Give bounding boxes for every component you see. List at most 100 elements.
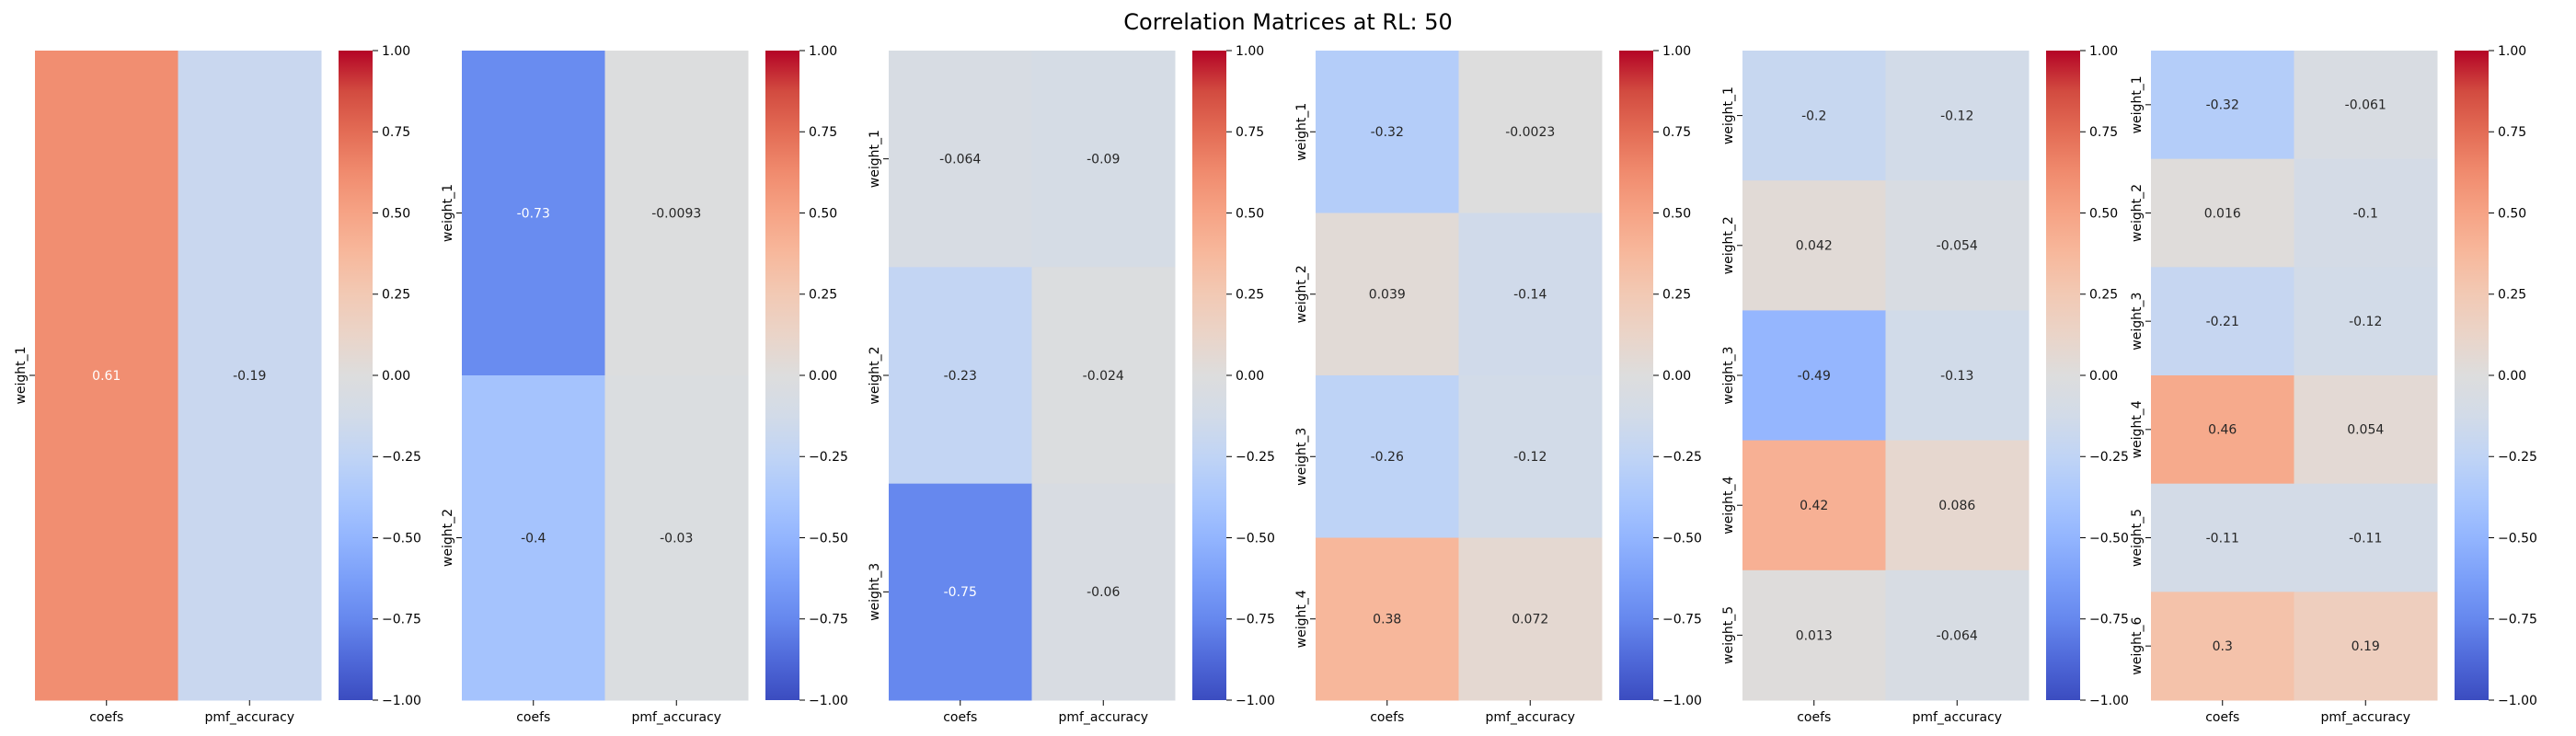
cell-value-label: -0.06 [1087,585,1120,600]
cell-value-label: -0.23 [944,369,977,384]
heatmap-cell [889,51,1032,268]
y-tick-label: weight_4 [1721,477,1736,535]
cell-value-label: -0.0023 [1505,125,1555,140]
cell-value-label: -0.73 [517,206,550,221]
x-tick-label: pmf_accuracy [1485,710,1575,725]
heatmap-cell [2294,158,2438,268]
colorbar-tick-label: 0.75 [1236,125,1264,140]
heatmap-panel-2: -0.73 -0.0093 -0.4 -0.03 coefs pmf_accuracy we… [441,44,848,725]
y-tick-label: weight_5 [1721,606,1736,664]
cell-value-label: 0.38 [1373,613,1401,627]
colorbar-tick-label: −0.50 [2089,531,2129,546]
colorbar-tick-label: 0.50 [1662,206,1691,221]
colorbar-tick-label: 0.00 [2498,369,2526,384]
colorbar-tick-label: 0.50 [1236,206,1264,221]
heatmap-cell [2151,158,2294,268]
colorbar [339,51,373,700]
heatmap-cell [1742,51,1886,181]
colorbar-tick-label: −1.00 [809,694,848,708]
heatmap-cell [1316,537,1459,701]
colorbar [2455,51,2489,700]
colorbar-tick-label: −1.00 [1236,694,1275,708]
heatmap-cell [1458,537,1603,701]
y-tick-label: weight_1 [14,346,29,404]
cell-value-label: -0.75 [944,585,977,600]
heatmap-cell [604,375,749,701]
colorbar-tick-label: −0.25 [2089,450,2129,465]
x-tick-label: coefs [943,710,977,725]
cell-value-label: -0.21 [2206,315,2239,329]
y-tick-label: weight_2 [1294,265,1309,323]
colorbar-tick-label: 0.25 [2498,288,2526,303]
y-tick-label: weight_1 [441,184,455,242]
cell-value-label: -0.12 [1513,450,1547,465]
colorbar [1619,51,1653,700]
colorbar-tick-label: 0.75 [2089,125,2118,140]
heatmap-cell [1885,440,2030,571]
x-tick-label: coefs [1797,710,1831,725]
colorbar-tick-label: 1.00 [2089,44,2118,59]
colorbar-tick-label: 1.00 [809,44,837,59]
cell-value-label: -0.32 [2206,98,2239,113]
heatmap-cell [604,51,749,376]
cell-value-label: -0.054 [1937,239,1978,254]
colorbar-tick-label: 0.25 [2089,288,2118,303]
cell-value-label: -0.26 [1371,450,1404,465]
heatmap-cell [1458,51,1603,213]
colorbar-tick-label: −1.00 [1662,694,1702,708]
colorbar-tick-label: −0.25 [1236,450,1275,465]
heatmap-cell [1316,375,1459,538]
heatmap-cell [2151,267,2294,376]
y-tick-label: weight_2 [1721,216,1736,274]
y-tick-label: weight_1 [868,130,882,188]
colorbar-tick-label: 1.00 [1662,44,1691,59]
colorbar-tick-label: 0.00 [1236,369,1264,384]
x-tick-label: pmf_accuracy [1912,710,2002,725]
colorbar-tick-label: 0.50 [2498,206,2526,221]
colorbar-tick-label: 0.50 [382,206,410,221]
heatmap-cell [2151,51,2294,160]
heatmap-cell [889,483,1032,701]
heatmap-cell [1885,51,2030,181]
colorbar-tick-label: −1.00 [2498,694,2537,708]
cell-value-label: 0.054 [2347,423,2384,438]
y-tick-label: weight_3 [1721,346,1736,404]
heatmap-cell [178,51,322,701]
colorbar-tick-label: −0.50 [382,531,421,546]
colorbar-tick-label: −0.25 [809,450,848,465]
cell-value-label: -0.13 [1940,369,1973,384]
cell-value-label: -0.024 [1083,369,1124,384]
cell-value-label: -0.064 [939,153,981,167]
figure-title: Correlation Matrices at RL: 50 [1123,9,1452,35]
colorbar-tick-label: 0.50 [809,206,837,221]
colorbar-tick-label: 0.25 [1662,288,1691,303]
colorbar-tick-label: −0.25 [382,450,421,465]
heatmap-cell [1031,483,1176,701]
heatmap-cell [1316,213,1459,376]
y-tick-label: weight_2 [868,346,882,404]
heatmap-cell [2294,483,2438,592]
x-tick-label: pmf_accuracy [1058,710,1148,725]
y-tick-label: weight_3 [2130,293,2145,351]
y-tick-label: weight_2 [2130,184,2145,242]
heatmap-cell [1885,310,2030,442]
colorbar-tick-label: 0.25 [809,288,837,303]
colorbar-tick-label: 1.00 [382,44,410,59]
colorbar-tick-label: −0.75 [382,613,421,627]
cell-value-label: 0.039 [1369,288,1406,303]
colorbar-tick-label: −0.75 [1236,613,1275,627]
cell-value-label: 0.42 [1800,499,1828,513]
y-tick-label: weight_3 [1294,428,1309,486]
cell-value-label: -0.32 [1371,125,1404,140]
cell-value-label: -0.061 [2345,98,2386,113]
colorbar-tick-label: −1.00 [382,694,421,708]
colorbar-tick-label: 0.75 [382,125,410,140]
y-tick-label: weight_4 [1294,590,1309,648]
cell-value-label: -0.0093 [651,206,701,221]
cell-value-label: -0.19 [233,369,266,384]
y-tick-label: weight_2 [441,509,455,567]
heatmap-cell [1742,440,1886,571]
colorbar-tick-label: −1.00 [2089,694,2129,708]
colorbar-tick-label: 0.00 [1662,369,1691,384]
